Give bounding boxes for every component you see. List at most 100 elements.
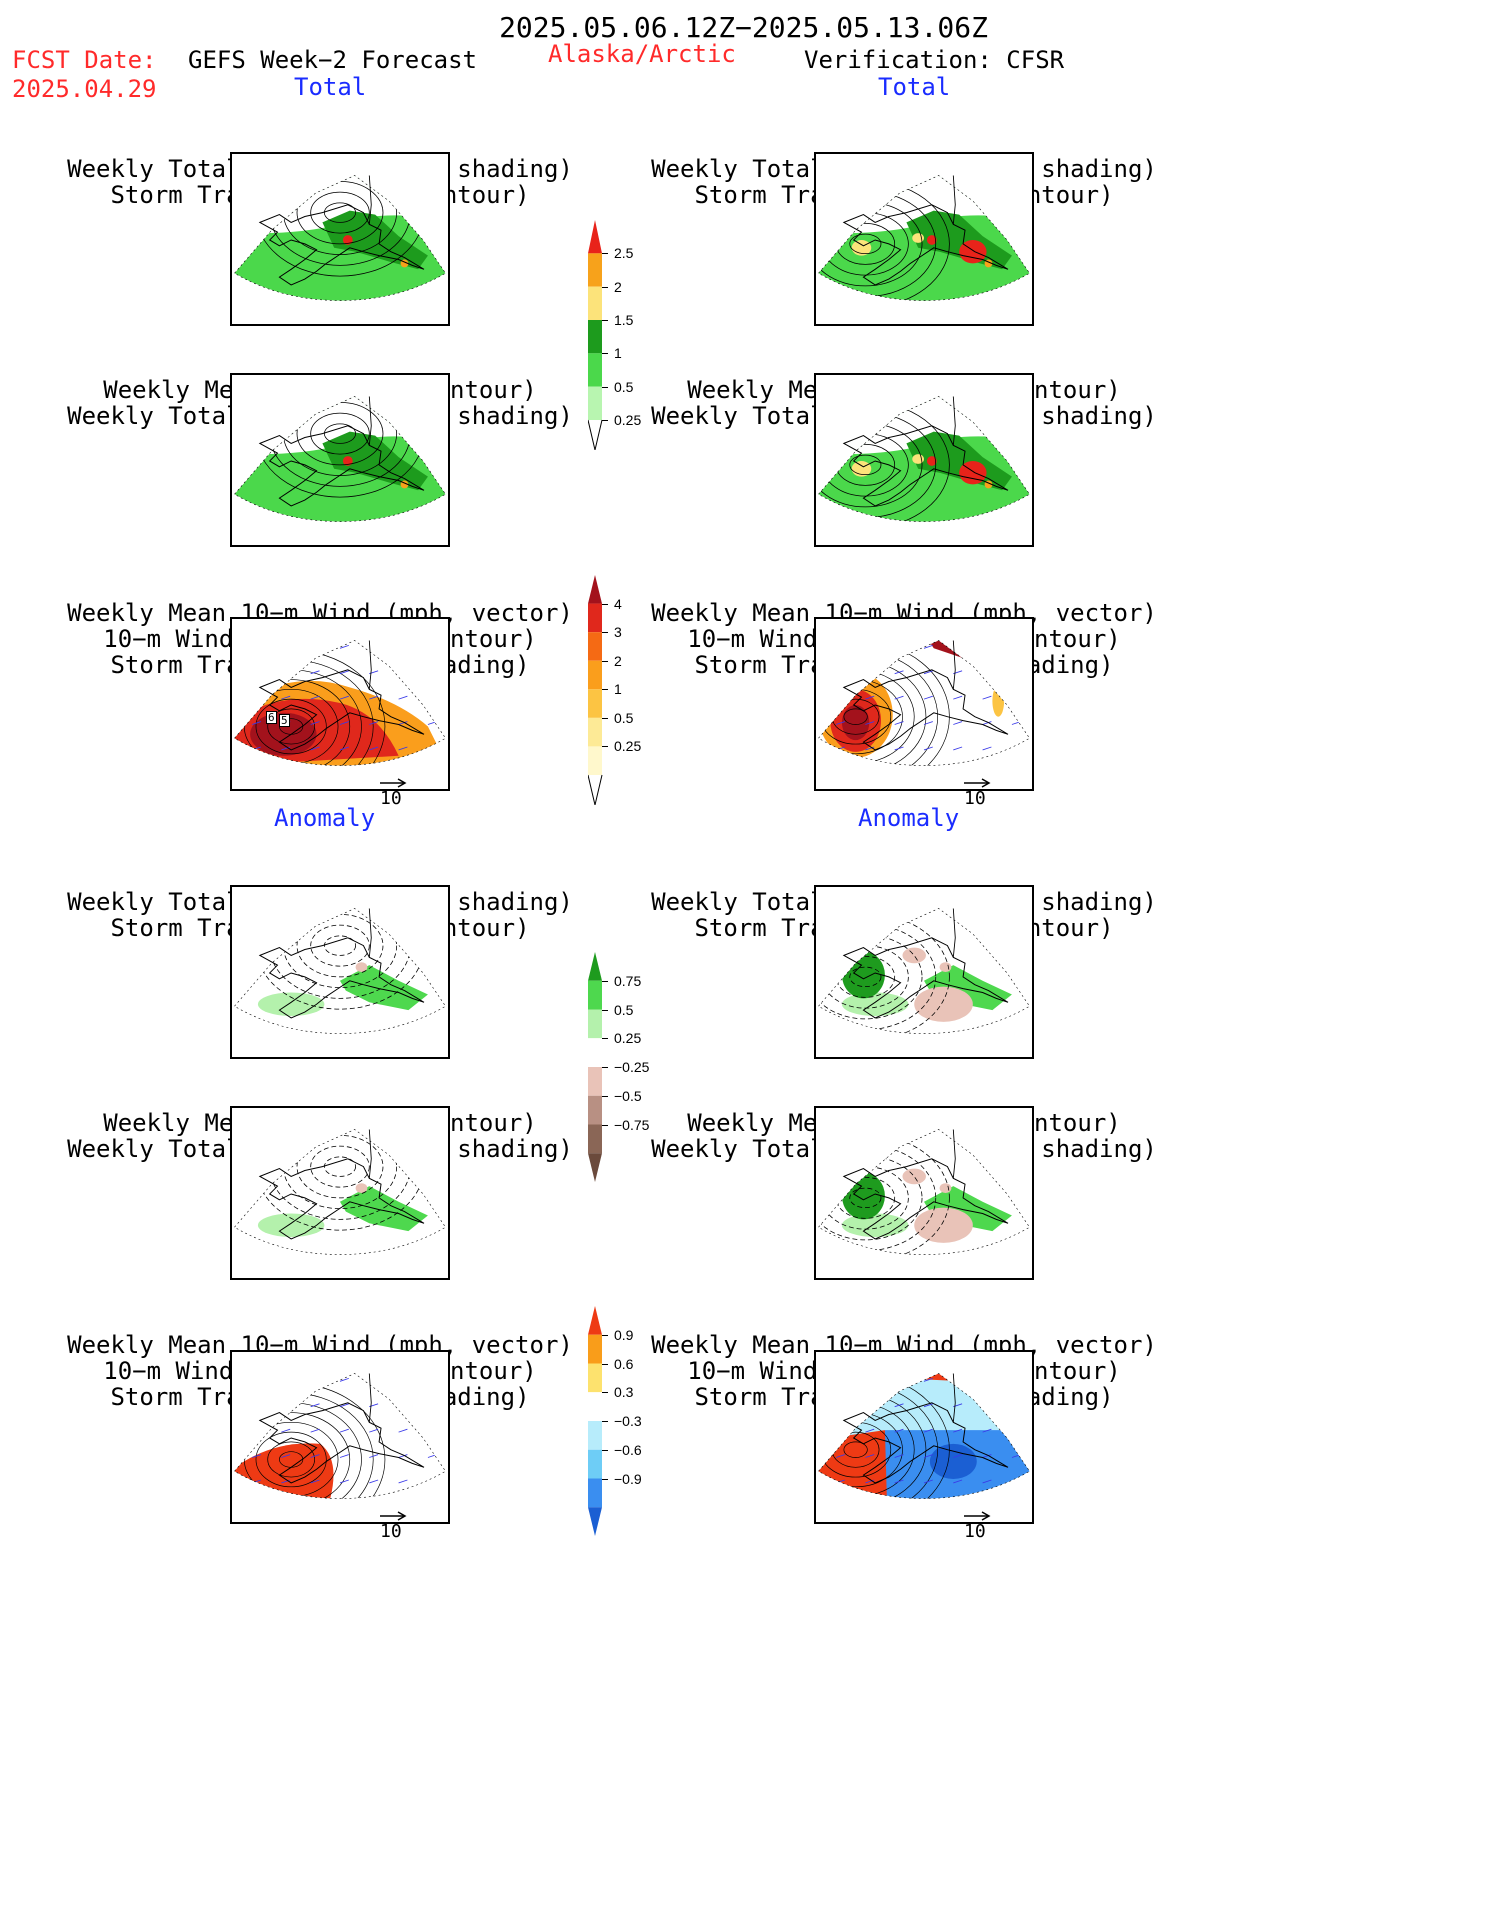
section-anomaly-left: Anomaly <box>274 804 376 832</box>
wind-vector <box>923 695 933 700</box>
wind-vector <box>865 1428 875 1433</box>
colorbar-graphic <box>587 575 603 806</box>
colorbar-tick-label: 1 <box>614 681 622 698</box>
colorbar-tick <box>602 1421 608 1422</box>
colorbar-tick <box>602 1009 608 1011</box>
wind-vector <box>339 1403 349 1408</box>
border-line <box>368 908 372 958</box>
wind-vector <box>1011 1377 1021 1382</box>
precip-heavy <box>322 431 428 491</box>
colorbar-segment <box>588 1507 602 1536</box>
wind-vector <box>865 670 875 675</box>
border-line <box>368 396 372 446</box>
anomaly-dry <box>355 962 368 972</box>
colorbar-tick-label: 2 <box>614 278 622 295</box>
wind-vector <box>398 1428 408 1433</box>
colorbar-segment <box>588 220 602 254</box>
precip-heavy <box>322 210 428 270</box>
map-total-precip-gefs <box>230 152 450 326</box>
colorbar-tick-label: 1.5 <box>614 312 634 328</box>
contour-line <box>323 1156 357 1177</box>
wind-vector <box>953 721 963 725</box>
wind-vector <box>281 746 291 751</box>
domain-outline <box>234 396 446 522</box>
wind-vector <box>865 1479 875 1484</box>
wind-vector <box>894 1403 904 1408</box>
wind-vector <box>281 1428 291 1433</box>
wind-vector <box>835 670 846 675</box>
wind-vector <box>982 746 992 751</box>
contour-line <box>323 935 357 956</box>
map-total-slp-gefs <box>230 373 450 547</box>
map-graphic <box>234 908 446 1034</box>
vector-ref-l2: 10 <box>376 1509 426 1549</box>
wind-vector <box>865 1403 875 1408</box>
wind-vector <box>894 695 904 700</box>
colorbar-tick-label: 0.5 <box>614 709 634 726</box>
colorbar-precip-anom: 0.75 0.5 0.25 −0.25 −0.5 −0.75 <box>588 952 678 1182</box>
domain-outline <box>234 175 446 301</box>
colorbar-segment <box>588 980 602 1010</box>
wind-vector <box>339 1454 349 1458</box>
wind-vector <box>427 1479 437 1484</box>
colorbar-tick <box>602 746 608 748</box>
colorbar-segment <box>588 1095 602 1125</box>
map-total-slp-cfsr <box>814 373 1034 547</box>
wind-vector <box>339 644 349 649</box>
wind-vector <box>1011 695 1021 700</box>
map-total-wind-cfsr <box>814 617 1034 791</box>
map-graphic <box>234 1373 446 1499</box>
colorbar-graphic <box>587 220 603 451</box>
wind-vector <box>398 1403 408 1408</box>
colorbar-segment <box>588 1306 602 1335</box>
border-line <box>368 1373 372 1423</box>
map-anom-wind-gefs <box>230 1350 450 1524</box>
wind-vector <box>398 695 408 700</box>
contour-line <box>255 1431 327 1488</box>
domain-outline <box>234 640 446 766</box>
map-graphic <box>818 1129 1030 1255</box>
contour-line <box>282 1129 398 1210</box>
colorbar-segment <box>588 689 602 718</box>
colorbar-tick <box>602 253 608 255</box>
coastline <box>842 1402 1009 1484</box>
contour-line <box>843 708 868 725</box>
wind-vector <box>1011 644 1021 649</box>
contour-line <box>849 1187 882 1209</box>
colorbar-segment <box>588 1449 602 1479</box>
wind-vector <box>894 670 904 675</box>
wind-vector <box>427 1377 437 1382</box>
wind-vector <box>1011 1403 1021 1408</box>
map-anom-wind-cfsr <box>814 1350 1034 1524</box>
wind-vector <box>369 695 379 700</box>
colorbar-segment <box>588 660 602 690</box>
domain-outline <box>234 1129 446 1255</box>
border-line <box>952 1373 956 1423</box>
wind-vector <box>923 670 933 675</box>
domain-outline <box>818 908 1030 1034</box>
wind-vector <box>865 721 875 725</box>
domain-outline <box>234 1373 446 1499</box>
wind-vector <box>398 670 408 675</box>
colorbar-segment <box>588 952 602 981</box>
wind-vector <box>894 746 904 751</box>
border-line <box>952 640 956 690</box>
map-graphic <box>234 396 446 522</box>
wind-vector <box>1011 1428 1021 1433</box>
wind-vector <box>835 695 846 700</box>
colorbar-tick-label: −0.9 <box>614 1470 642 1487</box>
wind-vector <box>339 1377 349 1382</box>
colorbar-segment <box>588 353 602 387</box>
contour-line <box>323 202 357 223</box>
wind-vector <box>894 1428 904 1433</box>
wind-vector <box>398 644 408 649</box>
wind-vector <box>369 644 379 649</box>
colorbar-tick-label: 0.25 <box>614 412 642 428</box>
anomaly-wet <box>340 965 428 1011</box>
verification-label: Verification: CFSR <box>804 46 1065 74</box>
coastline <box>842 1158 1009 1240</box>
section-total-right: Total <box>878 73 951 101</box>
wind-vector <box>427 746 437 751</box>
border-line <box>368 1129 372 1179</box>
wind-vector <box>339 721 349 725</box>
